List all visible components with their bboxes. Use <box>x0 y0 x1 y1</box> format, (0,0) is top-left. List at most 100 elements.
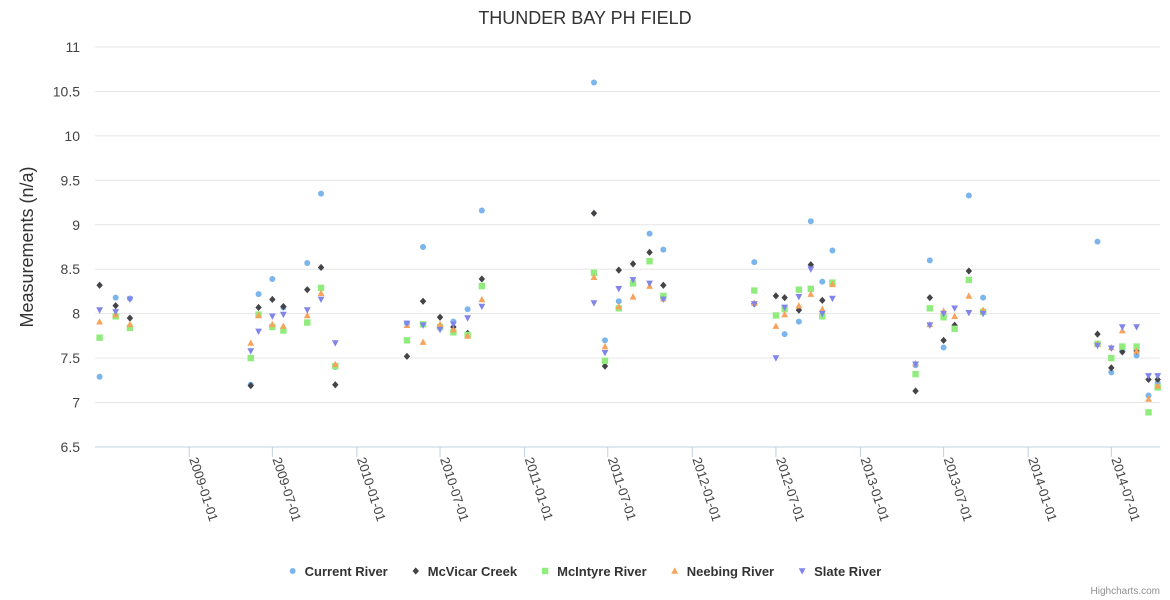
legend-item-mcintyre-river[interactable]: McIntyre River <box>541 564 647 579</box>
data-point <box>926 305 934 312</box>
data-point <box>807 218 814 225</box>
data-point <box>926 257 933 264</box>
data-point <box>829 295 836 303</box>
data-point <box>304 319 311 326</box>
y-tick-label: 10 <box>64 128 80 144</box>
series-slate-river <box>96 266 1162 380</box>
data-point <box>112 294 119 301</box>
data-point <box>615 302 623 310</box>
legend-label: Slate River <box>814 564 881 579</box>
data-point <box>751 259 758 266</box>
data-point <box>629 277 637 284</box>
data-point <box>615 266 622 274</box>
data-point <box>269 276 276 282</box>
legend-item-slate-river[interactable]: Slate River <box>798 564 882 579</box>
data-point <box>317 284 325 292</box>
data-point <box>590 209 598 217</box>
data-point <box>795 286 803 293</box>
legend-label: McVicar Creek <box>428 564 518 579</box>
data-point <box>795 318 802 325</box>
data-point <box>819 278 826 285</box>
data-point <box>303 307 311 314</box>
data-point <box>912 370 919 378</box>
y-tick-label: 9 <box>72 217 80 233</box>
data-point <box>478 303 486 311</box>
legend-item-current-river[interactable]: Current River <box>289 564 388 579</box>
data-point <box>751 287 758 294</box>
data-point <box>317 289 325 297</box>
series-mcintyre-river <box>96 258 1161 416</box>
data-point <box>772 312 780 319</box>
y-axis-label: Measurements (n/a) <box>17 166 37 327</box>
data-point <box>951 305 959 312</box>
data-point <box>965 309 973 317</box>
data-point <box>436 320 444 328</box>
data-point <box>255 311 262 319</box>
data-point <box>126 314 134 322</box>
data-point <box>403 320 411 328</box>
data-point <box>96 334 103 341</box>
grid-lines <box>95 46 1160 448</box>
data-point <box>979 310 987 318</box>
data-point <box>318 190 325 197</box>
data-point <box>590 273 598 281</box>
data-point <box>280 327 287 334</box>
data-point <box>601 337 608 344</box>
y-tick-label: 11 <box>65 39 80 55</box>
data-point <box>781 310 789 318</box>
data-point <box>951 325 958 332</box>
data-point <box>126 320 134 328</box>
data-point <box>660 246 667 253</box>
data-point <box>464 332 472 339</box>
credits-link[interactable]: Highcharts.com <box>1091 586 1160 597</box>
data-point <box>464 306 471 313</box>
data-point <box>280 302 287 311</box>
data-point <box>478 282 486 290</box>
data-point <box>255 328 262 336</box>
legend-item-mcvicar-creek[interactable]: McVicar Creek <box>412 564 518 579</box>
data-point <box>1145 395 1152 402</box>
data-point <box>112 302 119 310</box>
data-point <box>1108 354 1115 362</box>
data-point <box>829 280 836 288</box>
data-point <box>419 297 427 305</box>
data-point <box>420 244 427 250</box>
data-point <box>781 304 789 312</box>
data-point <box>332 381 339 389</box>
data-point <box>96 307 103 314</box>
legend-symbol <box>289 568 296 574</box>
legend-item-neebing-river[interactable]: Neebing River <box>671 564 774 579</box>
data-point <box>1108 369 1115 376</box>
data-point <box>795 293 803 301</box>
data-point <box>1154 382 1162 389</box>
legend-label: Neebing River <box>687 564 774 579</box>
data-point <box>269 295 276 304</box>
y-tick-label: 6.5 <box>61 439 81 455</box>
x-tick-label: 2011-07-01 <box>605 455 640 522</box>
data-point <box>965 276 973 284</box>
legend[interactable]: Current River McVicar Creek McIntyre River… <box>289 564 882 579</box>
x-tick-label: 2013-07-01 <box>941 455 976 523</box>
data-point <box>478 207 485 214</box>
data-point <box>1145 373 1152 380</box>
x-tick-label: 2009-01-01 <box>186 455 221 523</box>
data-point <box>781 294 788 302</box>
data-point <box>646 280 653 288</box>
data-point <box>317 296 325 304</box>
data-point <box>317 263 325 272</box>
x-tick-label: 2010-01-01 <box>354 455 389 523</box>
data-point <box>807 285 815 292</box>
data-point <box>419 322 427 329</box>
series-mcvicar-creek <box>96 209 1161 395</box>
data-point <box>926 322 934 329</box>
data-point <box>268 320 276 328</box>
data-point <box>912 387 919 395</box>
data-point <box>1118 324 1126 331</box>
data-point <box>965 267 973 275</box>
data-point <box>940 344 947 351</box>
legend-label: Current River <box>305 564 388 579</box>
data-point <box>951 312 959 320</box>
x-tick-label: 2011-01-01 <box>522 455 557 522</box>
y-axis-tick-labels: 6.5 7 7.5 8 8.5 9 9.5 10 10.5 11 <box>53 39 80 455</box>
